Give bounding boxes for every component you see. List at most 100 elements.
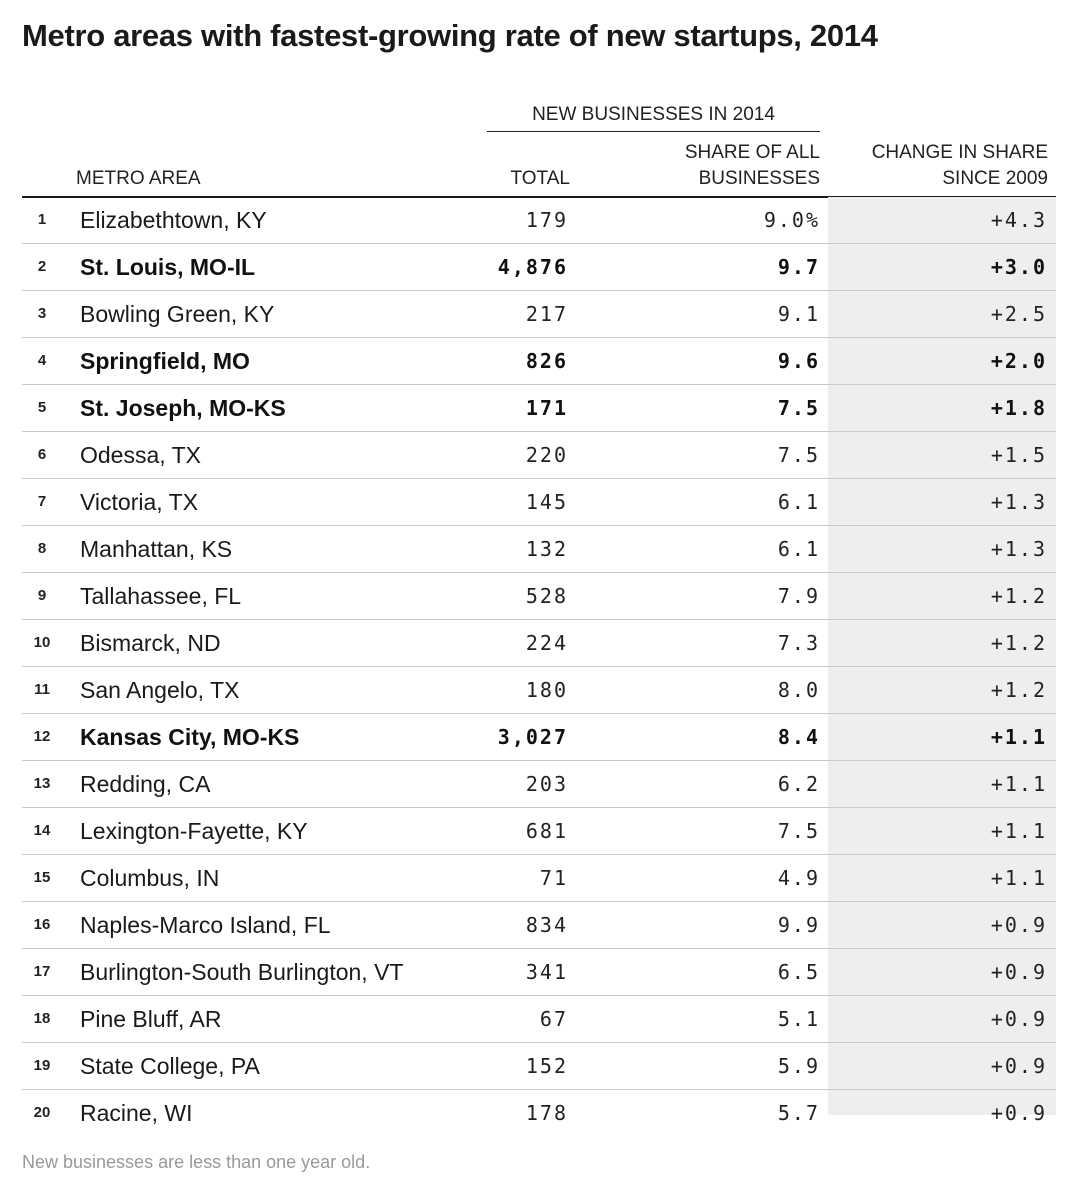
total-cell: 179 [525, 208, 568, 232]
metro-area-cell: Odessa, TX [80, 442, 202, 468]
chart-title: Metro areas with fastest-growing rate of… [22, 18, 878, 53]
total-cell: 180 [525, 678, 568, 702]
table-row: 18 Pine Bluff, AR 67 5.1 +0.9 [22, 996, 1056, 1043]
metro-area-cell: Tallahassee, FL [80, 583, 242, 609]
change-cell: +1.3 [990, 490, 1047, 514]
share-cell: 5.7 [777, 1101, 820, 1125]
rank-cell: 12 [33, 728, 51, 745]
header-change-line-1: CHANGE IN SHARE [871, 142, 1048, 163]
table-body: 1 Elizabethtown, KY 179 9.0% +4.3 2 St. Louis,… [22, 197, 1056, 1136]
column-group-rule [487, 131, 820, 132]
share-cell: 5.9 [777, 1054, 820, 1078]
change-cell: +4.3 [990, 208, 1047, 232]
rank-cell: 5 [37, 399, 47, 416]
total-cell: 203 [525, 772, 568, 796]
metro-area-cell: Racine, WI [80, 1100, 193, 1126]
change-cell: +0.9 [990, 1054, 1047, 1078]
metro-area-cell: Lexington-Fayette, KY [80, 818, 308, 844]
total-cell: 67 [539, 1007, 568, 1031]
total-cell: 152 [525, 1054, 568, 1078]
table-row: 14 Lexington-Fayette, KY 681 7.5 +1.1 [22, 808, 1056, 855]
header-rule [22, 196, 1056, 198]
rank-cell: 3 [37, 305, 47, 322]
table-row: 19 State College, PA 152 5.9 +0.9 [22, 1043, 1056, 1090]
table-row: 3 Bowling Green, KY 217 9.1 +2.5 [22, 291, 1056, 338]
metro-area-cell: Burlington-South Burlington, VT [80, 959, 404, 985]
rank-cell: 14 [33, 822, 51, 839]
change-cell: +1.8 [990, 396, 1047, 420]
metro-area-cell: Columbus, IN [80, 865, 220, 891]
table-row: 20 Racine, WI 178 5.7 +0.9 [22, 1090, 1056, 1136]
share-cell: 9.1 [777, 302, 820, 326]
rank-cell: 2 [37, 258, 47, 275]
rank-cell: 4 [37, 352, 47, 369]
share-cell: 9.6 [777, 349, 820, 373]
metro-area-cell: St. Louis, MO-IL [80, 254, 256, 280]
change-cell: +1.2 [990, 631, 1047, 655]
rank-cell: 7 [37, 493, 47, 510]
total-cell: 132 [525, 537, 568, 561]
total-cell: 4,876 [497, 255, 568, 279]
share-cell: 6.1 [777, 537, 820, 561]
metro-area-cell: Elizabethtown, KY [80, 207, 267, 233]
metro-area-cell: Bismarck, ND [80, 630, 221, 656]
rank-cell: 20 [33, 1104, 51, 1121]
total-cell: 145 [525, 490, 568, 514]
total-cell: 71 [539, 866, 568, 890]
metro-area-cell: Pine Bluff, AR [80, 1006, 222, 1032]
change-cell: +0.9 [990, 1101, 1047, 1125]
metro-area-cell: Naples-Marco Island, FL [80, 912, 331, 938]
metro-area-cell: Springfield, MO [80, 348, 250, 374]
total-cell: 178 [525, 1101, 568, 1125]
table-row: 11 San Angelo, TX 180 8.0 +1.2 [22, 667, 1056, 714]
metro-area-cell: St. Joseph, MO-KS [80, 395, 286, 421]
change-cell: +0.9 [990, 913, 1047, 937]
table-row: 8 Manhattan, KS 132 6.1 +1.3 [22, 526, 1056, 573]
header-change-line-2: SINCE 2009 [942, 168, 1048, 189]
rank-cell: 17 [33, 963, 51, 980]
metro-area-cell: Kansas City, MO-KS [80, 724, 300, 750]
table-row: 12 Kansas City, MO-KS 3,027 8.4 +1.1 [22, 714, 1056, 761]
share-cell: 5.1 [777, 1007, 820, 1031]
change-cell: +1.2 [990, 678, 1047, 702]
table-row: 6 Odessa, TX 220 7.5 +1.5 [22, 432, 1056, 479]
rank-cell: 18 [33, 1010, 51, 1027]
metro-area-cell: Bowling Green, KY [80, 301, 275, 327]
share-cell: 7.5 [777, 819, 820, 843]
share-cell: 8.4 [777, 725, 820, 749]
rank-cell: 10 [33, 634, 51, 651]
share-cell: 9.7 [777, 255, 820, 279]
metro-area-cell: San Angelo, TX [80, 677, 240, 703]
change-cell: +1.1 [990, 725, 1047, 749]
total-cell: 341 [525, 960, 568, 984]
rank-cell: 9 [37, 587, 47, 604]
rank-cell: 15 [33, 869, 51, 886]
change-cell: +1.1 [990, 866, 1047, 890]
table-row: 1 Elizabethtown, KY 179 9.0% +4.3 [22, 197, 1056, 244]
change-cell: +2.0 [990, 349, 1047, 373]
table-row: 13 Redding, CA 203 6.2 +1.1 [22, 761, 1056, 808]
header-metro-area: METRO AREA [76, 168, 201, 189]
header-share: SHARE OF ALL BUSINESSES [600, 140, 820, 192]
table-row: 5 St. Joseph, MO-KS 171 7.5 +1.8 [22, 385, 1056, 432]
change-cell: +1.1 [990, 772, 1047, 796]
header-share-line-2: BUSINESSES [698, 168, 820, 189]
metro-area-cell: Redding, CA [80, 771, 211, 797]
table-row: 17 Burlington-South Burlington, VT 341 6.5 +… [22, 949, 1056, 996]
change-cell: +0.9 [990, 960, 1047, 984]
table-row: 7 Victoria, TX 145 6.1 +1.3 [22, 479, 1056, 526]
share-cell: 7.9 [777, 584, 820, 608]
table-row: 16 Naples-Marco Island, FL 834 9.9 +0.9 [22, 902, 1056, 949]
column-group-label: NEW BUSINESSES IN 2014 [532, 104, 775, 125]
table-row: 9 Tallahassee, FL 528 7.9 +1.2 [22, 573, 1056, 620]
total-cell: 681 [525, 819, 568, 843]
change-cell: +0.9 [990, 1007, 1047, 1031]
total-cell: 217 [525, 302, 568, 326]
table-row: 15 Columbus, IN 71 4.9 +1.1 [22, 855, 1056, 902]
rank-cell: 11 [34, 681, 50, 698]
share-cell: 6.5 [777, 960, 820, 984]
rank-cell: 16 [33, 916, 51, 933]
metro-area-cell: State College, PA [80, 1053, 260, 1079]
total-cell: 826 [525, 349, 568, 373]
change-column-shading [828, 197, 1056, 1115]
